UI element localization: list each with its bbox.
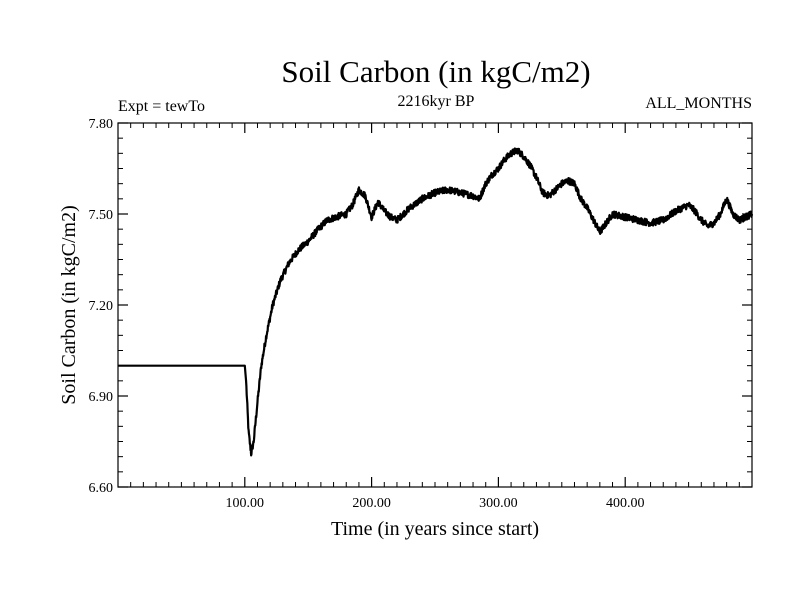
y-tick-label: 7.50 xyxy=(89,208,114,223)
y-tick-label: 7.80 xyxy=(89,117,114,132)
major-ticks xyxy=(118,122,752,488)
y-axis-label: Soil Carbon (in kgC/m2) xyxy=(58,205,80,404)
y-tick-label: 6.90 xyxy=(89,390,114,405)
subtitle-period: 2216kyr BP xyxy=(398,93,475,110)
y-tick-label: 7.20 xyxy=(89,299,114,314)
subtitle-experiment: Expt = tewTo xyxy=(118,98,205,115)
minor-ticks xyxy=(118,123,752,487)
x-tick-label: 100.00 xyxy=(226,496,265,511)
x-tick-label: 400.00 xyxy=(606,496,645,511)
subtitle-months: ALL_MONTHS xyxy=(645,95,752,112)
x-tick-label: 300.00 xyxy=(479,496,518,511)
chart-title: Soil Carbon (in kgC/m2) xyxy=(281,54,590,89)
tick-labels: 100.00 200.00 300.00 400.00 6.60 6.90 7.20 7.50… xyxy=(89,117,645,511)
y-tick-label: 6.60 xyxy=(89,481,114,496)
x-tick-label: 200.00 xyxy=(352,496,391,511)
plot-frame xyxy=(117,122,753,488)
series-line-soil-carbon xyxy=(117,147,754,457)
x-axis-label: Time (in years since start) xyxy=(331,518,539,540)
